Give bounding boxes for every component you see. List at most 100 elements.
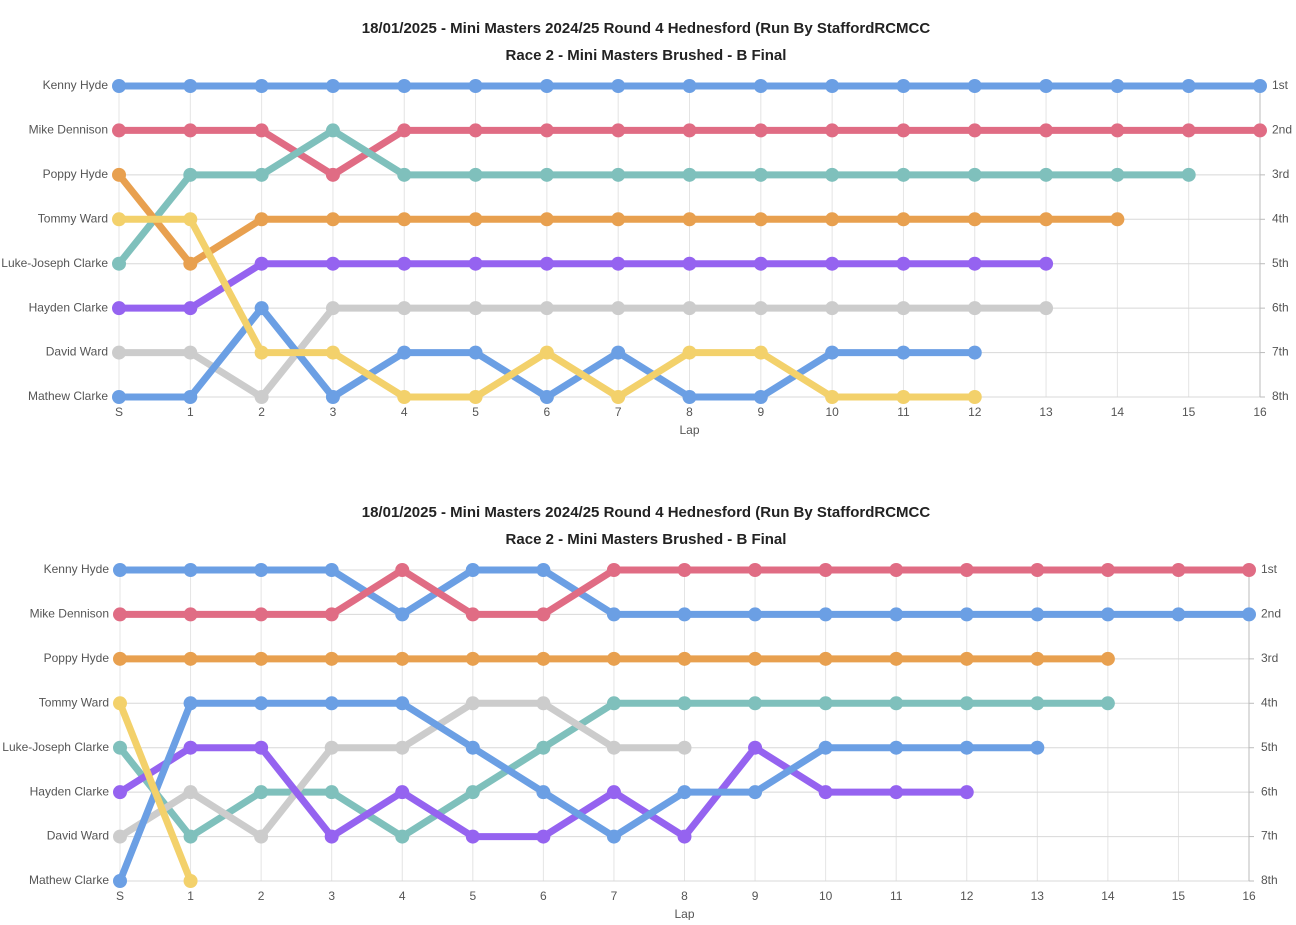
series-point bbox=[682, 79, 697, 93]
series-point bbox=[825, 301, 840, 316]
series-point bbox=[468, 123, 483, 138]
series-point bbox=[395, 563, 410, 577]
series-point bbox=[536, 607, 551, 622]
series-point bbox=[183, 79, 198, 93]
series-point bbox=[112, 256, 126, 271]
series-point bbox=[465, 563, 480, 577]
y2-tick-label: 5th bbox=[1261, 740, 1278, 754]
series-point bbox=[1100, 696, 1115, 711]
series-point bbox=[1253, 79, 1267, 93]
series-point bbox=[818, 740, 833, 755]
series-point bbox=[748, 651, 763, 666]
series-point bbox=[682, 167, 697, 182]
series-point bbox=[539, 212, 554, 227]
series-point bbox=[254, 212, 269, 227]
series-point bbox=[1171, 607, 1186, 622]
series-point bbox=[748, 607, 763, 622]
series-point bbox=[395, 740, 410, 755]
series-point bbox=[896, 256, 911, 271]
series-point bbox=[112, 167, 126, 182]
x-tick-label: 6 bbox=[540, 889, 547, 903]
series-point bbox=[465, 651, 480, 666]
series-point bbox=[606, 740, 621, 755]
series-point bbox=[889, 785, 904, 800]
series-point bbox=[183, 123, 198, 138]
series-point bbox=[682, 256, 697, 271]
series-point bbox=[183, 212, 198, 227]
series-point bbox=[468, 256, 483, 271]
x-tick-label: 5 bbox=[469, 889, 476, 903]
series-point bbox=[325, 167, 340, 182]
series-point bbox=[397, 301, 412, 316]
series-point bbox=[183, 301, 198, 316]
series-point bbox=[677, 651, 692, 666]
y2-tick-label: 7th bbox=[1272, 345, 1289, 359]
series-point bbox=[1181, 167, 1196, 182]
series-point bbox=[325, 79, 340, 93]
x-tick-label: 4 bbox=[401, 405, 408, 419]
series-point bbox=[254, 301, 269, 316]
series-point bbox=[1039, 167, 1054, 182]
chart-title: 18/01/2025 - Mini Masters 2024/25 Round … bbox=[362, 20, 931, 37]
series-point bbox=[889, 740, 904, 755]
x-tick-label: 8 bbox=[681, 889, 688, 903]
series-point bbox=[465, 696, 480, 711]
series-point bbox=[324, 785, 339, 800]
x-axis-label: Lap bbox=[674, 907, 694, 920]
series-point bbox=[397, 123, 412, 138]
series-point bbox=[825, 390, 840, 404]
series-point bbox=[611, 123, 626, 138]
x-tick-label: 9 bbox=[757, 405, 764, 419]
series-point bbox=[748, 785, 763, 800]
series-point bbox=[967, 167, 982, 182]
series-point bbox=[539, 390, 554, 404]
series-point bbox=[183, 651, 198, 666]
series-point bbox=[536, 563, 551, 577]
x-tick-label: 8 bbox=[686, 405, 693, 419]
series-point bbox=[465, 829, 480, 844]
series-point bbox=[825, 123, 840, 138]
series-point bbox=[677, 740, 692, 755]
series-point bbox=[324, 651, 339, 666]
series-point bbox=[539, 79, 554, 93]
series-point bbox=[536, 740, 551, 755]
x-tick-label: 2 bbox=[258, 889, 265, 903]
series-point bbox=[113, 696, 127, 711]
y2-tick-label: 1st bbox=[1261, 562, 1278, 576]
x-tick-label: 5 bbox=[472, 405, 479, 419]
y2-tick-label: 8th bbox=[1272, 389, 1289, 403]
series-point bbox=[395, 829, 410, 844]
series-point bbox=[183, 740, 198, 755]
series-point bbox=[818, 651, 833, 666]
series-point bbox=[468, 167, 483, 182]
series-point bbox=[112, 79, 126, 93]
x-tick-label: 7 bbox=[611, 889, 618, 903]
x-tick-label: 10 bbox=[825, 405, 839, 419]
series-point bbox=[1030, 651, 1045, 666]
series-point bbox=[682, 345, 697, 360]
series-point bbox=[254, 607, 269, 622]
series-point bbox=[677, 696, 692, 711]
series-line bbox=[116, 126, 1189, 266]
series-point bbox=[1039, 123, 1054, 138]
x-tick-label: 13 bbox=[1039, 405, 1053, 419]
x-tick-label: 1 bbox=[187, 889, 194, 903]
series-line bbox=[119, 304, 1047, 401]
series-point bbox=[753, 123, 768, 138]
series-point bbox=[753, 212, 768, 227]
series-point bbox=[959, 607, 974, 622]
series-point bbox=[254, 345, 269, 360]
series-point bbox=[1039, 79, 1054, 93]
series-point bbox=[967, 212, 982, 227]
series-point bbox=[825, 167, 840, 182]
series-point bbox=[254, 740, 269, 755]
series-point bbox=[896, 167, 911, 182]
y2-tick-label: 2nd bbox=[1261, 607, 1281, 621]
x-tick-label: 16 bbox=[1253, 405, 1267, 419]
chart-subtitle: Race 2 - Mini Masters Brushed - B Final bbox=[506, 47, 787, 64]
series-point bbox=[1100, 651, 1115, 666]
series-point bbox=[468, 345, 483, 360]
series-point bbox=[183, 874, 198, 888]
